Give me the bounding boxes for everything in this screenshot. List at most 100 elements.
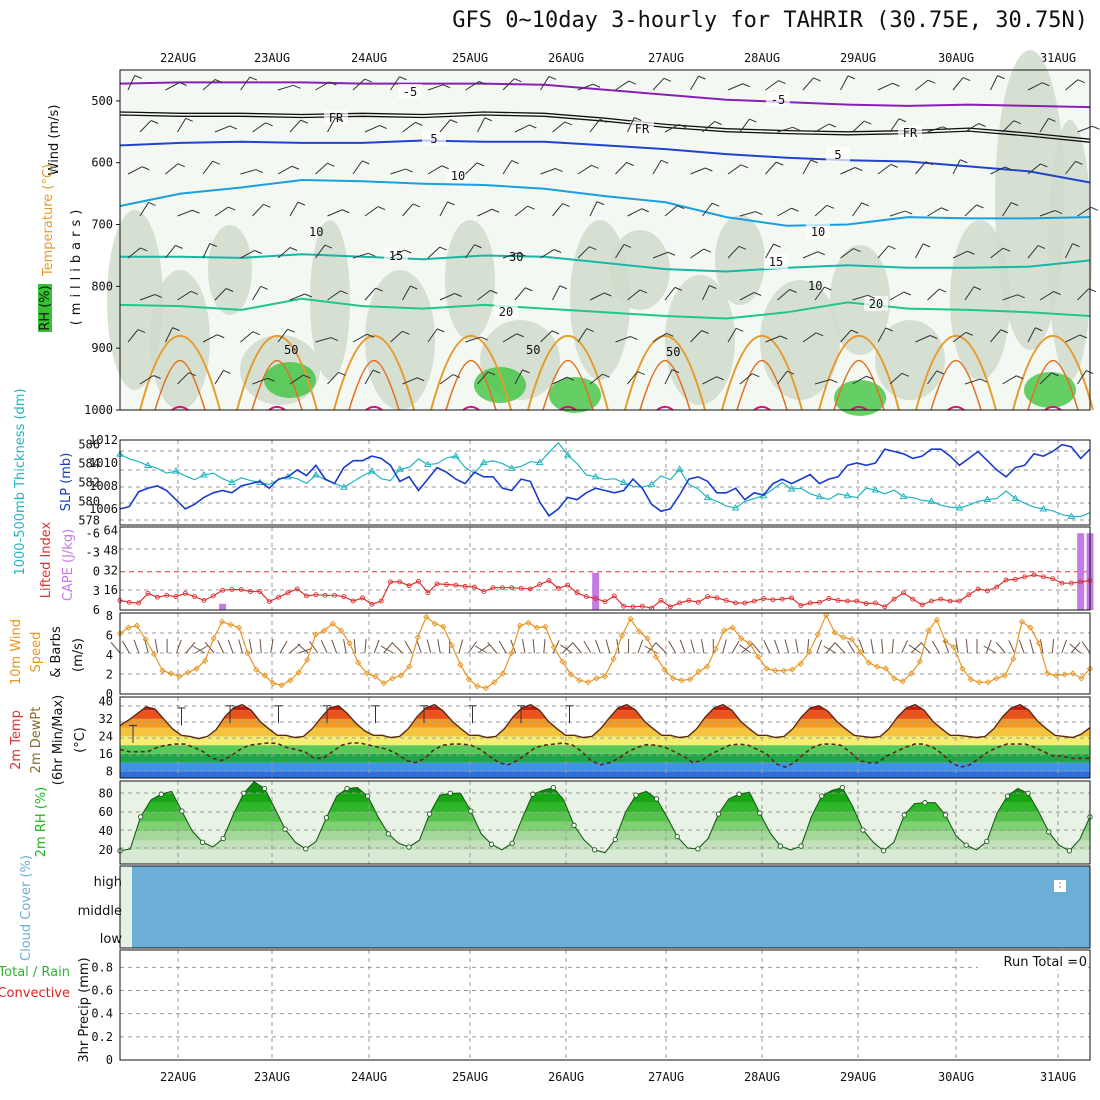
isotherm-label-bg-8: [806, 224, 830, 239]
rh-point-22: [344, 785, 350, 792]
upper-barb-6-9: [465, 336, 481, 343]
isotherm-label-bg-3: [630, 121, 654, 136]
upper-barb-3-7: [402, 203, 414, 217]
wind-barb-61: [690, 639, 695, 654]
rh-point-16: [282, 826, 288, 832]
temp-band-0: [120, 771, 1090, 778]
lifted-index-point-100: [1050, 576, 1056, 582]
upper-barb-flag-3-7: [412, 203, 421, 208]
rh-point-32: [447, 790, 453, 796]
upper-barb-flag-0-19: [847, 75, 856, 80]
thickness-marker-54: [619, 478, 628, 485]
li-tick-3: 3: [93, 584, 100, 598]
temp-tick-16: 16: [99, 747, 113, 761]
wind-barb-59: [668, 640, 677, 654]
wind-barb-48: [560, 644, 573, 654]
isotherm-label-10: 15: [769, 255, 783, 269]
rh-point-60: [736, 791, 742, 797]
surface-contour-magenta-7: [850, 405, 868, 411]
ylabel-slp: SLP (mb): [59, 453, 74, 512]
surface-contour-magenta-0: [171, 405, 189, 411]
lifted-index-point-44: [527, 586, 533, 592]
rh-point-50: [633, 792, 639, 798]
rh-point-78: [922, 800, 928, 806]
wind-barb-64: [722, 639, 727, 654]
upper-barb-3-4: [289, 201, 299, 217]
upper-barb-2-10: [502, 160, 513, 175]
isotherm-label-12: 20: [869, 297, 883, 311]
upper-barb-2-21: [915, 161, 927, 175]
upper-barb-1-8: [439, 119, 451, 133]
ylabel-total-rain: Total / Rain: [0, 965, 70, 980]
upper-barb-7-16: [739, 373, 753, 385]
upper-barb-flag-2-20: [890, 163, 898, 168]
upper-barb-0-17: [765, 80, 779, 91]
wind-speed-point-95: [925, 627, 932, 634]
thickness-tick-578: 578: [78, 513, 100, 527]
upper-barb-3-24: [1039, 210, 1056, 217]
upper-barb-flag-6-21: [929, 335, 938, 339]
upper-barb-flag-1-14: [678, 124, 687, 128]
surface-contour-magenta-3: [462, 405, 480, 411]
lifted-index-point-40: [490, 585, 496, 591]
upper-barb-flag-7-3: [267, 377, 275, 382]
rh-high-0: [264, 362, 316, 398]
wind-speed-point-58: [610, 655, 617, 663]
wind-barb-39: [474, 645, 488, 654]
rh-point-70: [839, 784, 845, 791]
wind-speed-point-7: [176, 673, 183, 680]
thickness-marker-24: [339, 483, 348, 490]
wind-barb-21: [309, 641, 319, 654]
thickness-tick-580: 580: [78, 494, 100, 508]
upper-barb-flag-6-24: [1035, 327, 1043, 332]
surface-contour-darkorange-3: [445, 359, 497, 411]
upper-barb-flag-5-10: [525, 287, 533, 292]
upper-barb-flag-5-9: [490, 289, 498, 294]
wind-barb-72: [795, 639, 799, 654]
upper-barb-4-24: [1027, 245, 1039, 259]
rh-high-3: [834, 380, 886, 416]
rh-frame: [119, 780, 1091, 865]
wind-barb-62: [700, 639, 705, 654]
surface-contour-orange-1: [236, 334, 318, 411]
rh-point-42: [550, 784, 557, 791]
upper-barb-flag-5-16: [753, 292, 762, 296]
upper-barb-0-9: [465, 81, 480, 91]
upper-barb-flag-1-23: [1013, 120, 1022, 125]
top-day-label-24AUG: 24AUG: [351, 51, 387, 65]
upper-barb-2-7: [390, 168, 406, 175]
lifted-index-point-86: [919, 602, 925, 608]
upper-barb-7-25: [1077, 370, 1087, 385]
rh-high-4: [1024, 372, 1076, 408]
isotherm-label-bg-12: [864, 296, 888, 311]
upper-barb-flag-1-13: [634, 117, 642, 121]
upper-barb-4-22: [952, 250, 968, 259]
top-day-label-31AUG: 31AUG: [1040, 51, 1076, 65]
upper-barb-flag-1-3: [265, 122, 273, 127]
upper-barb-flag-4-10: [517, 252, 526, 257]
wind-speed-point-75: [755, 653, 762, 661]
wind-speed-point-113: [1078, 675, 1085, 682]
rh-tick-40: 40: [99, 824, 113, 838]
rh-point-62: [757, 810, 763, 816]
surface-contour-orange-7: [818, 334, 900, 411]
wind-barb-0: [110, 641, 121, 654]
upper-barb-flag-6-9: [480, 336, 488, 341]
wind-barb-103: [1081, 641, 1091, 654]
upper-barb-flag-0-13: [628, 80, 636, 85]
wind-barb-92: [985, 639, 992, 654]
cloud-tick-high: high: [94, 875, 122, 890]
upper-barb-flag-3-17: [791, 207, 799, 212]
upper-barb-flag-1-12: [599, 118, 608, 123]
upper-barb-4-11: [540, 249, 555, 259]
wind-barb-84: [910, 642, 922, 654]
upper-barb-3-6: [364, 206, 379, 217]
wind-barb-24: [343, 639, 347, 654]
upper-barb-2-20: [877, 163, 892, 175]
upper-barb-flag-3-22: [976, 204, 984, 209]
upper-barb-flag-4-21: [922, 243, 931, 248]
wind-barb-8: [195, 645, 208, 654]
upper-barb-flag-4-9: [474, 244, 482, 249]
wind-barb-65: [731, 640, 740, 654]
upper-barb-0-10: [502, 78, 515, 91]
